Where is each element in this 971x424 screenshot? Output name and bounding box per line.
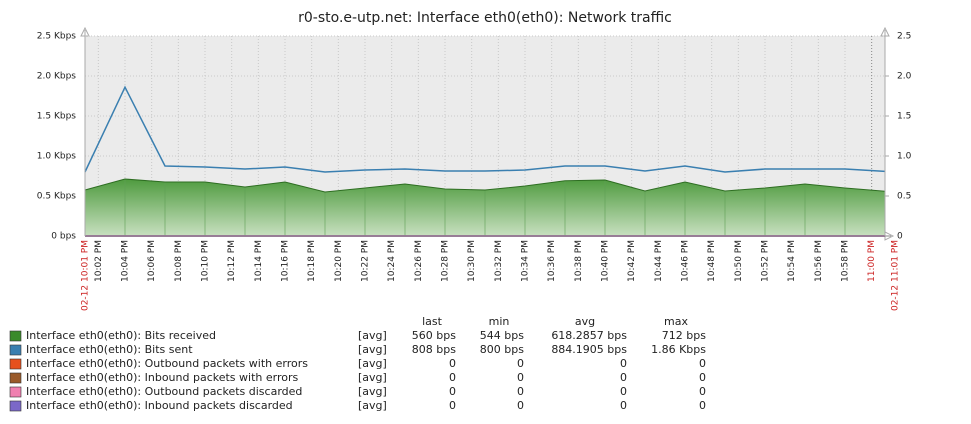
legend-function: [avg] (358, 385, 387, 398)
legend-swatch (9, 400, 22, 412)
y2-tick-label: 0.5 (897, 192, 911, 202)
legend-function: [avg] (358, 343, 387, 356)
legend-label: Interface eth0(eth0): Outbound packets d… (26, 385, 302, 398)
legend-label: Interface eth0(eth0): Bits received (26, 329, 216, 342)
y2-tick-label: 0 (897, 232, 903, 242)
y-tick-label: 1.5 Kbps (37, 112, 77, 122)
legend-min: 544 bps (480, 329, 524, 342)
chart-title: r0-sto.e-utp.net: Interface eth0(eth0): … (298, 10, 672, 26)
legend-min: 0 (517, 371, 524, 384)
y-tick-label: 2.5 Kbps (37, 32, 77, 42)
legend-function: [avg] (358, 357, 387, 370)
x-tick-label: 10:20 PM (334, 240, 344, 282)
legend-label: Interface eth0(eth0): Outbound packets w… (26, 357, 308, 370)
legend-function: [avg] (358, 329, 387, 342)
legend-header: max (664, 315, 688, 328)
x-tick-label: 10:02 PM (94, 240, 104, 282)
x-tick-label: 10:22 PM (361, 240, 371, 282)
legend-min: 0 (517, 357, 524, 370)
y-tick-label: 0.5 Kbps (37, 192, 77, 202)
legend-swatch (9, 344, 22, 356)
legend-last: 0 (449, 357, 456, 370)
x-tick-label: 11:00 PM (867, 240, 877, 282)
legend-swatch (9, 358, 22, 370)
x-tick-label: 10:44 PM (654, 240, 664, 282)
x-tick-label: 10:48 PM (707, 240, 717, 282)
legend-function: [avg] (358, 399, 387, 412)
legend-label: Interface eth0(eth0): Inbound packets wi… (26, 371, 299, 384)
y-tick-label: 2.0 Kbps (37, 72, 77, 82)
y2-tick-label: 1.0 (897, 152, 912, 162)
x-tick-label: 10:52 PM (761, 240, 771, 282)
x-tick-label: 10:18 PM (307, 240, 317, 282)
legend-min: 800 bps (480, 343, 524, 356)
x-tick-label: 10:10 PM (201, 240, 211, 282)
legend-last: 560 bps (412, 329, 456, 342)
line (84, 85, 886, 173)
x-tick-label: 10:26 PM (414, 240, 424, 282)
x-tick-label: 10:12 PM (227, 240, 237, 282)
x-tick-label: 10:56 PM (814, 240, 824, 282)
x-tick-label: 10:08 PM (174, 240, 184, 282)
x-tick-label: 10:06 PM (147, 240, 157, 282)
legend-avg: 0 (620, 399, 627, 412)
x-tick-label: 10:50 PM (734, 240, 744, 282)
legend-last: 808 bps (412, 343, 456, 356)
axes: 0 bps 0.5 Kbps 1.0 Kbps 1.5 Kbps 2.0 Kbps 2.5… (37, 30, 912, 311)
legend-avg: 884.1905 bps (551, 343, 627, 356)
x-tick-label: 10:36 PM (547, 240, 557, 282)
legend-min: 0 (517, 399, 524, 412)
legend-min: 0 (517, 385, 524, 398)
legend-max: 1.86 Kbps (651, 343, 706, 356)
legend-avg: 0 (620, 371, 627, 384)
x-tick-label: 10:42 PM (627, 240, 637, 282)
legend-header: min (489, 315, 510, 328)
y2-tick-label: 2.0 (897, 72, 912, 82)
x-tick-label: 10:28 PM (441, 240, 451, 282)
legend-last: 0 (449, 371, 456, 384)
line (84, 178, 886, 193)
x-tick-label: 10:14 PM (254, 240, 264, 282)
x-tick-label: 10:40 PM (601, 240, 611, 282)
x-tick-label: 10:30 PM (467, 240, 477, 282)
y2-tick-label: 2.5 (897, 32, 911, 42)
legend-max: 0 (699, 357, 706, 370)
legend-label: Interface eth0(eth0): Inbound packets di… (26, 399, 293, 412)
legend: last min avg max Interface eth0(eth0): Bits … (9, 315, 706, 412)
x-tick-label: 10:16 PM (281, 240, 291, 282)
x-tick-label: 10:24 PM (387, 240, 397, 282)
legend-last: 0 (449, 385, 456, 398)
x-tick-label: 10:54 PM (787, 240, 797, 282)
x-limit-label: 02-12 11:01 PM (891, 240, 901, 311)
legend-max: 0 (699, 399, 706, 412)
legend-max: 0 (699, 385, 706, 398)
legend-swatch (9, 330, 22, 342)
x-tick-label: 10:46 PM (681, 240, 691, 282)
x-tick-label: 10:04 PM (121, 240, 131, 282)
legend-avg: 0 (620, 385, 627, 398)
legend-avg: 618.2857 bps (551, 329, 627, 342)
x-tick-label: 10:34 PM (521, 240, 531, 282)
grid (85, 35, 885, 237)
y-tick-label: 1.0 Kbps (37, 152, 77, 162)
legend-avg: 0 (620, 357, 627, 370)
legend-max: 712 bps (662, 329, 706, 342)
y2-tick-label: 1.5 (897, 112, 911, 122)
x-tick-label: 10:32 PM (494, 240, 504, 282)
y-tick-label: 0 bps (51, 232, 76, 242)
legend-last: 0 (449, 399, 456, 412)
legend-swatch (9, 386, 22, 398)
legend-header: avg (575, 315, 595, 328)
x-limit-label: 02-12 10:01 PM (81, 240, 91, 311)
x-tick-label: 10:38 PM (574, 240, 584, 282)
legend-function: [avg] (358, 371, 387, 384)
legend-swatch (9, 372, 22, 384)
legend-label: Interface eth0(eth0): Bits sent (26, 343, 193, 356)
legend-max: 0 (699, 371, 706, 384)
legend-header: last (422, 315, 443, 328)
x-tick-label: 10:58 PM (841, 240, 851, 282)
